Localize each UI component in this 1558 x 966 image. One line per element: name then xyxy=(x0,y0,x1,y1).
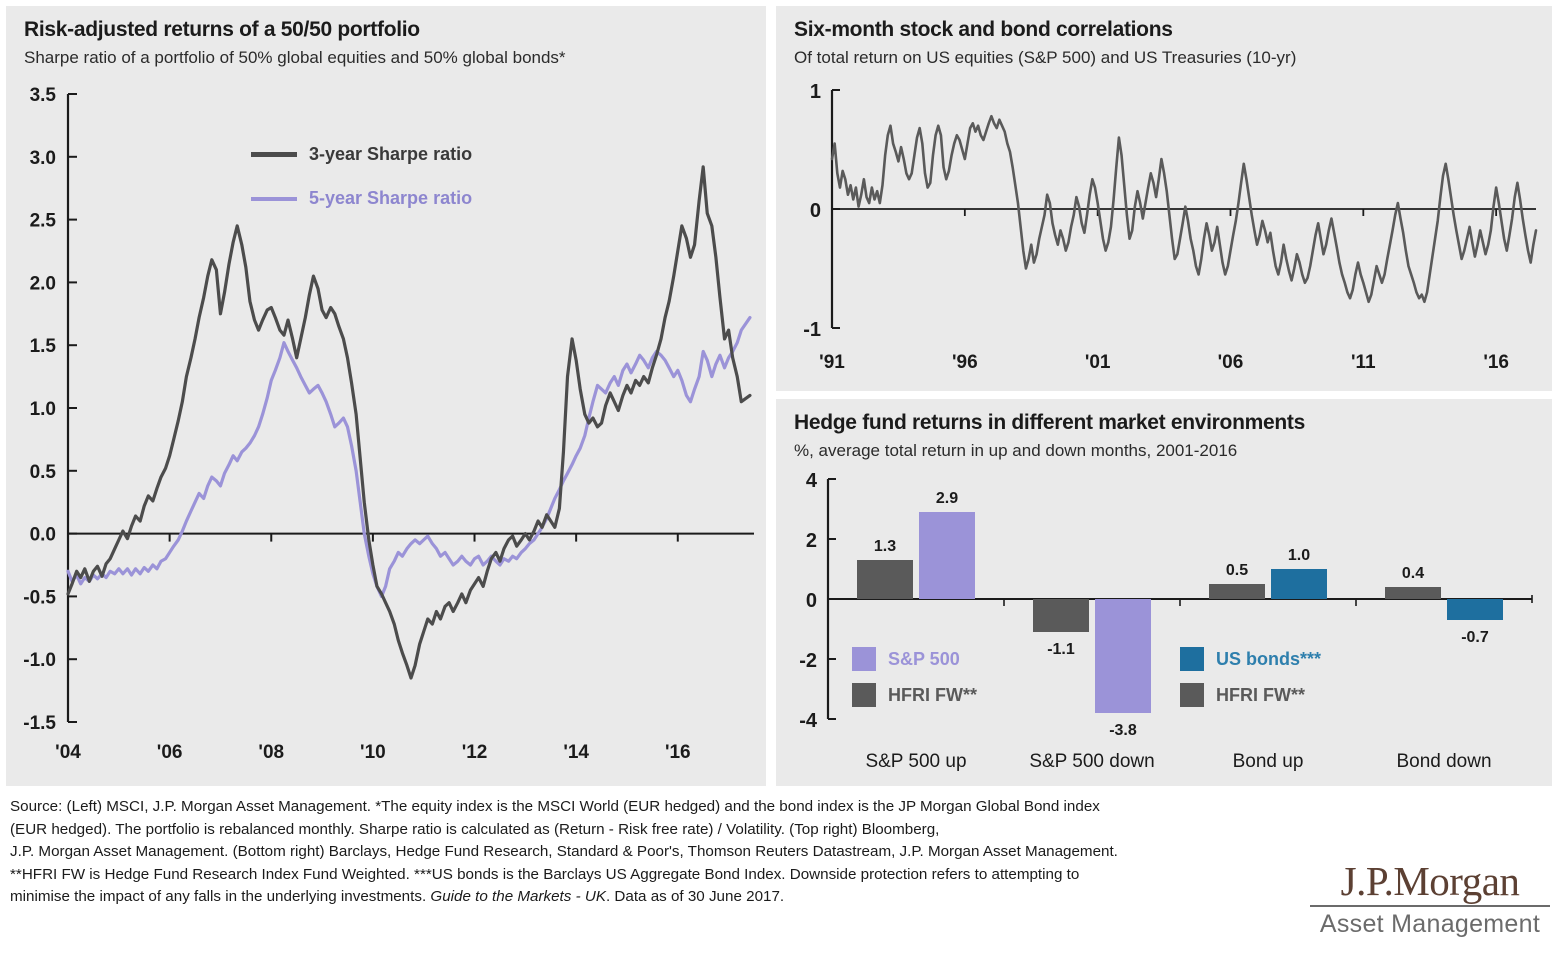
panel-subtitle-botright: %, average total return in up and down m… xyxy=(794,441,1238,460)
y-axis-tick-label: 0 xyxy=(806,590,817,612)
bar-value-label: -1.1 xyxy=(1047,641,1075,658)
logo-name: J.P.Morgan xyxy=(1340,858,1520,904)
y-axis-tick-label: -1.0 xyxy=(23,650,56,671)
legend-usbonds: US bonds*** xyxy=(1180,647,1321,671)
legend-swatch-hfri-right-icon xyxy=(1180,683,1204,707)
legend-swatch-usbonds-icon xyxy=(1180,647,1204,671)
correlation-plot-area: 1 0 -1 '91 '96 '01 '06 '11 '16 xyxy=(776,72,1552,390)
y-axis-tick-label: 3.0 xyxy=(30,148,56,169)
panel-hedge-fund: Hedge fund returns in different market e… xyxy=(776,399,1552,786)
legend-line-3yr-icon xyxy=(251,152,297,157)
footnote-line-1: Source: (Left) MSCI, J.P. Morgan Asset M… xyxy=(10,798,1100,815)
legend-label-5yr: 5-year Sharpe ratio xyxy=(309,188,473,208)
bar-value-label: 0.5 xyxy=(1226,562,1248,579)
logo-tagline: Asset Management xyxy=(1319,910,1541,938)
y-axis-tick-label: -2 xyxy=(799,650,817,672)
y-axis-tick-label: 1.5 xyxy=(30,336,57,357)
y-axis-tick-label: -1 xyxy=(803,319,821,341)
y-axis-tick-label: 1.0 xyxy=(30,399,56,420)
panel-subtitle-left: Sharpe ratio of a portfolio of 50% globa… xyxy=(24,48,566,67)
y-axis-tick-label: 2 xyxy=(806,530,817,552)
hedgefund-plot-area: 4 2 0 -2 -4 1.3 2.9 S&P 500 up -1.1 -3.8 S&P 500 d… xyxy=(776,463,1552,783)
x-axis-tick-label: '10 xyxy=(360,742,386,763)
bar-value-label: -0.7 xyxy=(1461,629,1489,646)
y-axis-tick-label: 2.5 xyxy=(30,211,57,232)
series-line-correlation xyxy=(830,114,1538,304)
legend-sp500: S&P 500 xyxy=(852,647,960,671)
category-label: S&P 500 down xyxy=(1029,751,1154,772)
bar-bond-down-1 xyxy=(1447,599,1503,620)
legend-5yr: 5-year Sharpe ratio xyxy=(251,188,472,209)
bar-s-p-500-down-1 xyxy=(1095,599,1151,713)
panel-correlations: Six-month stock and bond correlations Of… xyxy=(776,6,1552,391)
bar-s-p-500-up-0 xyxy=(857,560,913,599)
category-label: Bond down xyxy=(1396,751,1491,772)
legend-hfri-left: HFRI FW** xyxy=(852,683,977,707)
x-axis-tick-label: '11 xyxy=(1351,352,1376,373)
footnote-post: . Data as of 30 June 2017. xyxy=(605,888,785,905)
legend-label-hfri-left: HFRI FW** xyxy=(888,684,977,705)
legend-swatch-hfri-left-icon xyxy=(852,683,876,707)
bar-value-label: 1.3 xyxy=(874,538,896,555)
panel-subtitle-topright: Of total return on US equities (S&P 500)… xyxy=(794,48,1297,67)
footnote-line-2: (EUR hedged). The portfolio is rebalance… xyxy=(10,820,940,838)
bar-value-label: 2.9 xyxy=(936,490,958,507)
legend-label-usbonds: US bonds*** xyxy=(1216,648,1322,669)
panel-title-topright: Six-month stock and bond correlations xyxy=(794,18,1173,41)
legend-label-3yr: 3-year Sharpe ratio xyxy=(309,144,473,164)
y-axis-tick-label: 0 xyxy=(810,200,821,222)
x-axis-tick-label: '91 xyxy=(819,352,845,373)
legend-swatch-sp500-icon xyxy=(852,647,876,671)
footnote-line-4: **HFRI FW is Hedge Fund Research Index F… xyxy=(10,865,1080,883)
legend-line-5yr-icon xyxy=(251,196,297,201)
sharpe-plot-area: 3.5 3.0 2.5 2.0 1.5 1.0 0.5 0.0 -0.5 -1.0 -1.5 '04 '… xyxy=(6,72,766,784)
x-axis-tick-label: '08 xyxy=(258,742,284,763)
bar-bond-up-1 xyxy=(1271,569,1327,599)
series-line-3-year-sharpe-ratio xyxy=(66,165,752,680)
x-axis-tick-label: '14 xyxy=(563,742,589,763)
x-axis-tick-label: '16 xyxy=(665,742,691,763)
panel-sharpe-ratio: Risk-adjusted returns of a 50/50 portfol… xyxy=(6,6,766,786)
source-footnote: Source: (Left) MSCI, J.P. Morgan Asset M… xyxy=(10,796,1300,909)
footnote-pre: minimise the impact of any falls in the … xyxy=(10,888,431,905)
footnote-guide-title: Guide to the Markets - UK xyxy=(430,888,606,905)
category-label: Bond up xyxy=(1233,751,1304,772)
y-axis-tick-label: 1 xyxy=(810,81,821,103)
bar-s-p-500-down-0 xyxy=(1033,599,1089,632)
x-axis-tick-label: '04 xyxy=(55,742,81,763)
y-axis-tick-label: 4 xyxy=(806,470,818,492)
y-axis-tick-label: 0.5 xyxy=(30,462,57,483)
bar-bond-up-0 xyxy=(1209,584,1265,599)
x-axis-tick-label: '06 xyxy=(157,742,183,763)
bar-value-label: 0.4 xyxy=(1402,565,1424,582)
logo-rule xyxy=(1310,905,1550,907)
panel-title-botright: Hedge fund returns in different market e… xyxy=(794,411,1305,434)
bar-bond-down-0 xyxy=(1385,587,1441,599)
bar-value-label: 1.0 xyxy=(1288,547,1310,564)
x-axis-tick-label: '96 xyxy=(952,352,978,373)
jpmorgan-logo: J.P.Morgan Asset Management xyxy=(1310,858,1550,939)
x-axis-tick-label: '12 xyxy=(462,742,488,763)
panel-title-left: Risk-adjusted returns of a 50/50 portfol… xyxy=(24,18,420,41)
y-axis-tick-label: -4 xyxy=(799,710,818,732)
y-axis-tick-label: 0.0 xyxy=(30,525,56,546)
category-label: S&P 500 up xyxy=(865,751,966,772)
y-axis-tick-label: -1.5 xyxy=(23,713,56,734)
series-line-5-year-sharpe-ratio xyxy=(66,315,752,598)
bar-value-label: -3.8 xyxy=(1109,722,1137,739)
legend-label-sp500: S&P 500 xyxy=(888,648,960,669)
y-axis-tick-label: 2.0 xyxy=(30,273,56,294)
legend-3yr: 3-year Sharpe ratio xyxy=(251,144,472,165)
legend-hfri-right: HFRI FW** xyxy=(1180,683,1305,707)
x-axis-tick-label: '06 xyxy=(1218,352,1244,373)
footnote-line-5: minimise the impact of any falls in the … xyxy=(10,886,1300,908)
footnote-line-3: J.P. Morgan Asset Management. (Bottom ri… xyxy=(10,843,1118,860)
y-axis-tick-label: -0.5 xyxy=(23,587,56,608)
legend-label-hfri-right: HFRI FW** xyxy=(1216,684,1305,705)
bar-s-p-500-up-1 xyxy=(919,512,975,599)
y-axis-tick-label: 3.5 xyxy=(30,85,57,106)
x-axis-tick-label: '16 xyxy=(1483,352,1509,373)
x-axis-tick-label: '01 xyxy=(1085,352,1111,373)
